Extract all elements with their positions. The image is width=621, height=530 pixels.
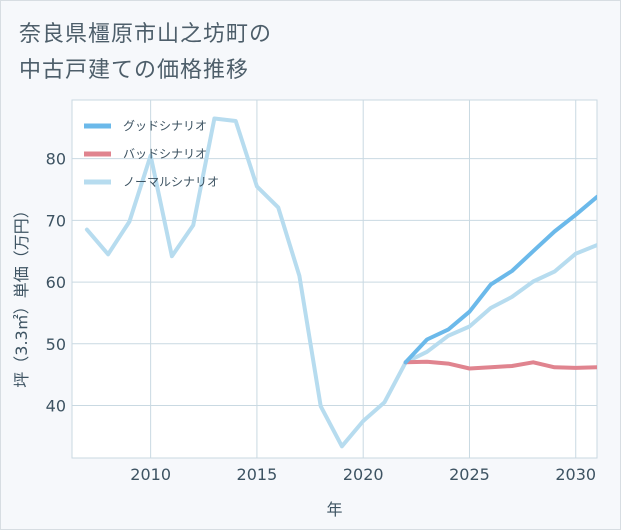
- y-tick-label: 80: [46, 150, 66, 169]
- series-line-0: [403, 194, 597, 365]
- y-axis-label: 坪（3.3㎡）単価（万円）: [12, 202, 31, 387]
- y-tick-label: 60: [46, 273, 66, 292]
- x-tick-label: 2010: [130, 465, 171, 484]
- chart-title-line-2: 中古戸建ての価格推移: [19, 58, 250, 83]
- legend-label-2: ノーマルシナリオ: [123, 175, 219, 189]
- plot-area: [72, 100, 597, 458]
- x-axis-label: 年: [326, 500, 342, 519]
- legend-label-1: バッドシナリオ: [123, 147, 207, 161]
- chart-title: 奈良県橿原市山之坊町の 中古戸建ての価格推移: [19, 17, 579, 89]
- x-tick-label: 2015: [237, 465, 278, 484]
- series-line-1: [403, 359, 597, 371]
- y-tick-label: 50: [46, 335, 66, 354]
- x-tick-label: 2025: [449, 465, 490, 484]
- x-tick-label: 2030: [555, 465, 596, 484]
- plot-border: [71, 99, 598, 459]
- series-line-2: [84, 116, 597, 449]
- y-tick-label: 70: [46, 211, 66, 230]
- chart-title-line-1: 奈良県橿原市山之坊町の: [19, 22, 273, 47]
- x-tick-label: 2020: [343, 465, 384, 484]
- y-tick-label: 40: [46, 397, 66, 416]
- legend-label-0: グッドシナリオ: [123, 119, 207, 133]
